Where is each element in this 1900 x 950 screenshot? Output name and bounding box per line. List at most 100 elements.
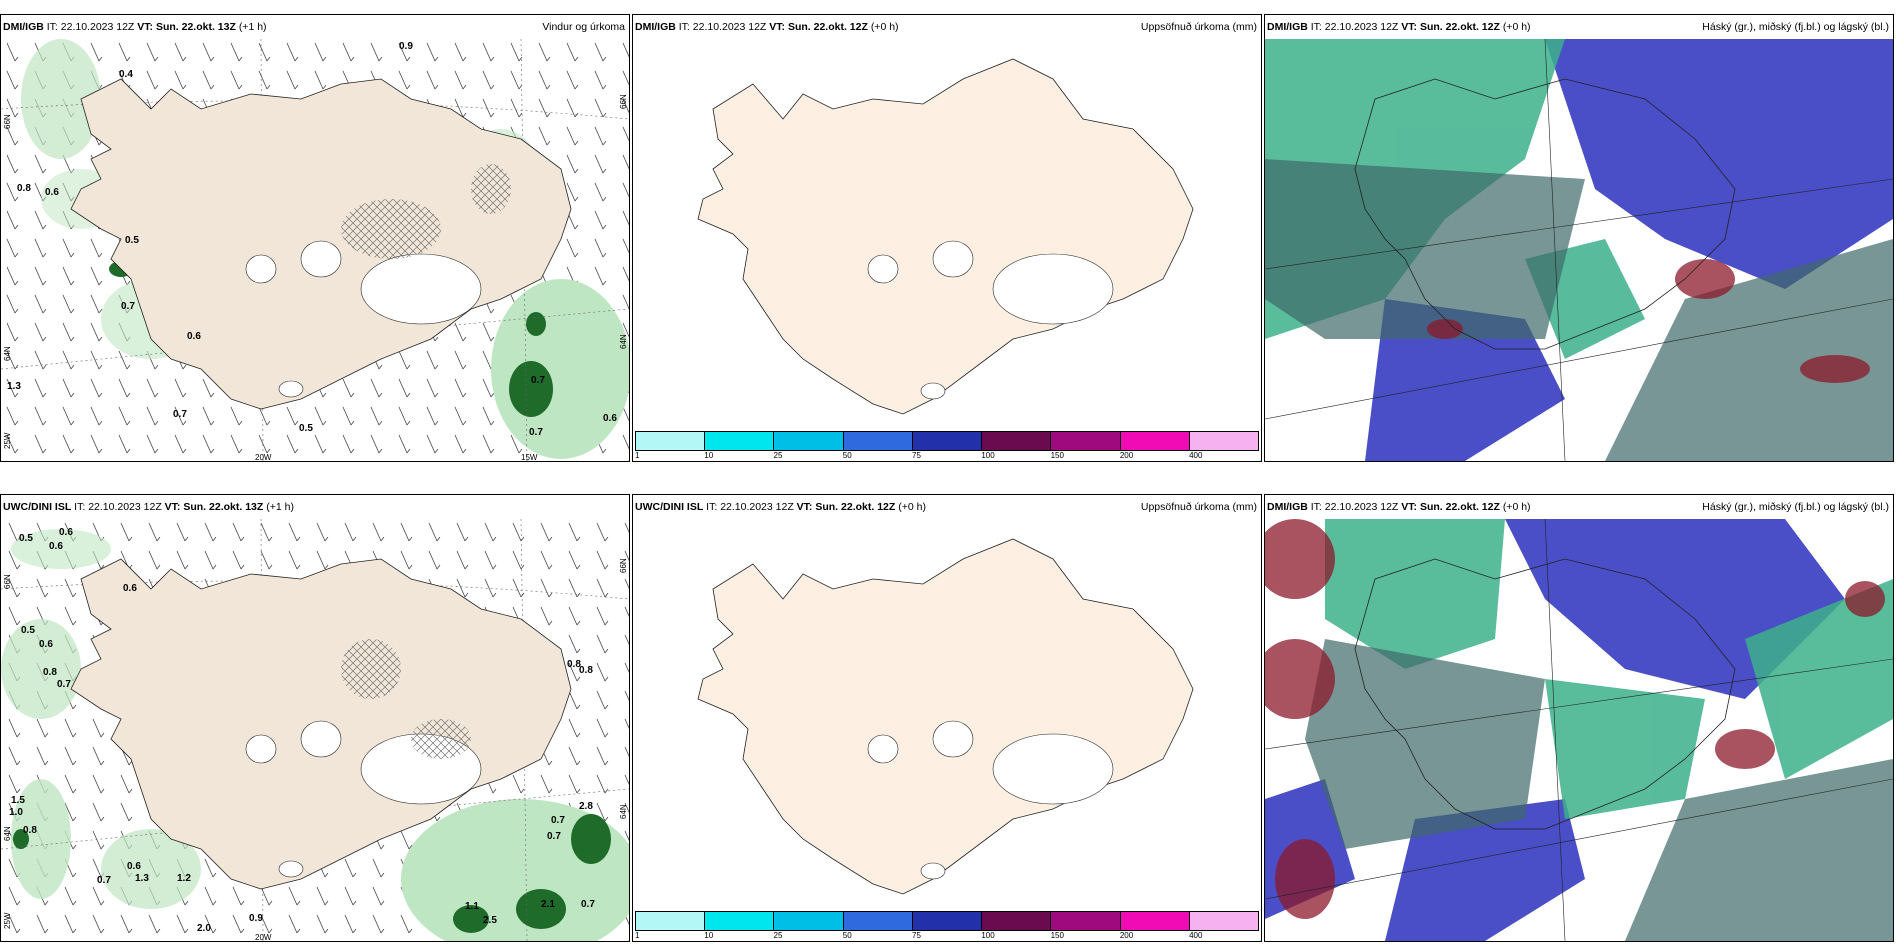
iceland-landmass: [697, 58, 1194, 415]
precip-value-label: 0.7: [551, 815, 565, 826]
panel-title: DMI/IGB IT: 22.10.2023 12Z VT: Sun. 22.o…: [1267, 21, 1531, 33]
legend-tick: 100: [981, 451, 995, 460]
panel-product: Uppsöfnuð úrkoma (mm): [1140, 501, 1257, 513]
precip-value-label: 0.7: [531, 375, 545, 386]
precip-color-legend: 1 10 25 50 75 100 150 200 400: [633, 429, 1261, 461]
panel-title: UWC/DINI ISL IT: 22.10.2023 12Z VT: Sun.…: [635, 501, 926, 513]
panel-header: DMI/IGB IT: 22.10.2023 12Z VT: Sun. 22.o…: [1, 15, 629, 39]
precip-value-label: 1.3: [135, 873, 149, 884]
lon-label-20w: 20W: [255, 453, 272, 462]
wind-precip-map: [1, 39, 629, 461]
panel-header: DMI/IGB IT: 22.10.2023 12Z VT: Sun. 22.o…: [1265, 15, 1893, 39]
legend-swatch: [982, 912, 1052, 930]
legend-tick: 400: [1189, 931, 1203, 940]
precip-value-label: 1.5: [11, 795, 25, 806]
precip-value-label: 2.1: [541, 899, 555, 910]
overlap-red: [1265, 519, 1885, 919]
precip-value-label: 0.5: [21, 625, 35, 636]
low-cloud-areas: [1365, 39, 1893, 461]
glaciers: [867, 720, 1114, 880]
lat-label-64n-right: 64N: [619, 804, 628, 819]
hatched-areas: [341, 164, 511, 259]
lat-label-64n: 64N: [3, 826, 12, 841]
map-panel-clouds-dmi: DMI/IGB IT: 22.10.2023 12Z VT: Sun. 22.o…: [1264, 14, 1894, 462]
panel-title: UWC/DINI ISL IT: 22.10.2023 12Z VT: Sun.…: [3, 501, 294, 513]
iceland-outline: [1354, 78, 1736, 350]
panel-header: DMI/IGB IT: 22.10.2023 12Z VT: Sun. 22.o…: [633, 15, 1261, 39]
precip-value-label: 0.6: [187, 331, 201, 342]
legend-tick: 100: [981, 931, 995, 940]
legend-tick: 25: [773, 931, 783, 940]
precip-value-label: 0.6: [127, 861, 141, 872]
map-panel-wind-precip-uwc: UWC/DINI ISL IT: 22.10.2023 12Z VT: Sun.…: [0, 494, 630, 942]
cloud-cover-map: [1265, 39, 1893, 461]
legend-swatch: [705, 912, 775, 930]
precip-value-label: 0.7: [173, 409, 187, 420]
legend-swatch: [982, 432, 1052, 450]
wind-precip-map: [1, 519, 629, 941]
legend-tick: 150: [1050, 451, 1064, 460]
legend-tick: 75: [912, 451, 921, 460]
precip-value-label: 0.7: [547, 831, 561, 842]
legend-colorbar: [635, 911, 1259, 931]
legend-tick: 150: [1050, 931, 1064, 940]
precip-value-label: 0.6: [49, 541, 63, 552]
high-cloud-areas: [1305, 639, 1893, 941]
lon-label-25w: 25W: [3, 432, 12, 449]
lon-label-15w: 15W: [521, 453, 538, 462]
accum-precip-map: [697, 538, 1194, 895]
precip-cores: [13, 814, 611, 933]
precip-value-label: 0.8: [17, 183, 31, 194]
panel-title: DMI/IGB IT: 22.10.2023 12Z VT: Sun. 22.o…: [635, 21, 899, 33]
lat-label-66n-right: 66N: [619, 558, 628, 573]
iceland-outline: [1354, 558, 1736, 830]
legend-tick: 10: [704, 451, 714, 460]
panel-product: Vindur og úrkoma: [542, 21, 625, 33]
precip-value-label: 0.9: [249, 913, 263, 924]
cloud-cover-map: [1265, 519, 1893, 941]
precip-value-label: 0.4: [119, 69, 133, 80]
lon-label-20w: 20W: [255, 933, 272, 942]
legend-swatch: [636, 912, 706, 930]
legend-swatch: [774, 432, 844, 450]
precip-value-label: 0.8: [579, 665, 593, 676]
legend-tick: 25: [773, 451, 783, 460]
panel-product: Háský (gr.), miðský (fj.bl.) og lágský (…: [1702, 501, 1889, 513]
precip-value-label: 0.6: [39, 639, 53, 650]
legend-ticks: 1 10 25 50 75 100 150 200 400: [635, 931, 1259, 941]
legend-swatch: [1051, 912, 1121, 930]
panel-header: DMI/IGB IT: 22.10.2023 12Z VT: Sun. 22.o…: [1265, 495, 1893, 519]
legend-tick: 50: [842, 451, 852, 460]
precip-value-label: 0.8: [567, 659, 581, 670]
legend-tick: 200: [1119, 451, 1134, 460]
precip-value-label: 0.5: [19, 533, 33, 544]
lat-label-64n-right: 64N: [619, 334, 628, 349]
precip-value-label: 0.6: [603, 413, 617, 424]
precip-value-label: 0.6: [45, 187, 59, 198]
lat-label-66n: 66N: [3, 574, 12, 589]
precip-value-label: 0.9: [399, 41, 413, 52]
map-panel-accum-precip-uwc: UWC/DINI ISL IT: 22.10.2023 12Z VT: Sun.…: [632, 494, 1262, 942]
precip-value-label: 1.0: [9, 807, 23, 818]
lat-label-66n: 66N: [3, 114, 12, 129]
legend-ticks: 1 10 25 50 75 100 150 200 400: [635, 451, 1259, 461]
precip-value-label: 0.7: [581, 899, 595, 910]
precip-value-label: 0.8: [23, 825, 37, 836]
precip-value-label: 2.0: [197, 923, 211, 934]
legend-swatch: [1051, 432, 1121, 450]
panel-title: DMI/IGB IT: 22.10.2023 12Z VT: Sun. 22.o…: [1267, 501, 1531, 513]
precip-value-label: 0.8: [43, 667, 57, 678]
legend-swatch: [1120, 432, 1190, 450]
map-panel-accum-precip-dmi: DMI/IGB IT: 22.10.2023 12Z VT: Sun. 22.o…: [632, 14, 1262, 462]
panel-header: UWC/DINI ISL IT: 22.10.2023 12Z VT: Sun.…: [633, 495, 1261, 519]
graticule: [1265, 39, 1893, 461]
legend-swatch: [705, 432, 775, 450]
legend-tick: 50: [842, 931, 852, 940]
legend-swatch: [912, 432, 983, 450]
precip-color-legend: 1 10 25 50 75 100 150 200 400: [633, 909, 1261, 941]
map-panel-wind-precip-dmi: DMI/IGB IT: 22.10.2023 12Z VT: Sun. 22.o…: [0, 14, 630, 462]
panel-product: Háský (gr.), miðský (fj.bl.) og lágský (…: [1702, 21, 1889, 33]
precip-value-label: 1.3: [7, 381, 21, 392]
graticule: [1265, 519, 1893, 941]
legend-swatch: [1189, 432, 1258, 450]
